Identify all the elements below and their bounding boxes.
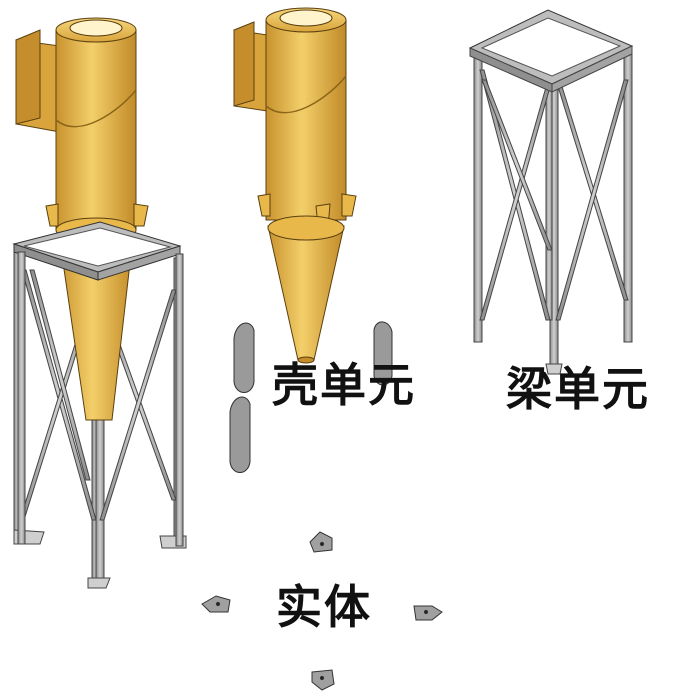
label-solid-element: 实体 [276,580,372,634]
shell-plates [229,321,393,473]
shell-model [233,7,357,364]
label-shell-element: 壳单元 [272,358,416,412]
assembled-cyclone [15,17,149,421]
solid-lug-right [413,605,443,621]
assembled-top-frame [12,221,182,281]
solid-lug-top [309,531,333,553]
solid-lug-bottom [311,669,335,691]
assembled-front-legs [17,251,184,547]
assembled-model [12,17,187,589]
label-beam-element: 梁单元 [506,362,650,416]
solid-parts [201,531,443,691]
beam-model [468,9,634,375]
